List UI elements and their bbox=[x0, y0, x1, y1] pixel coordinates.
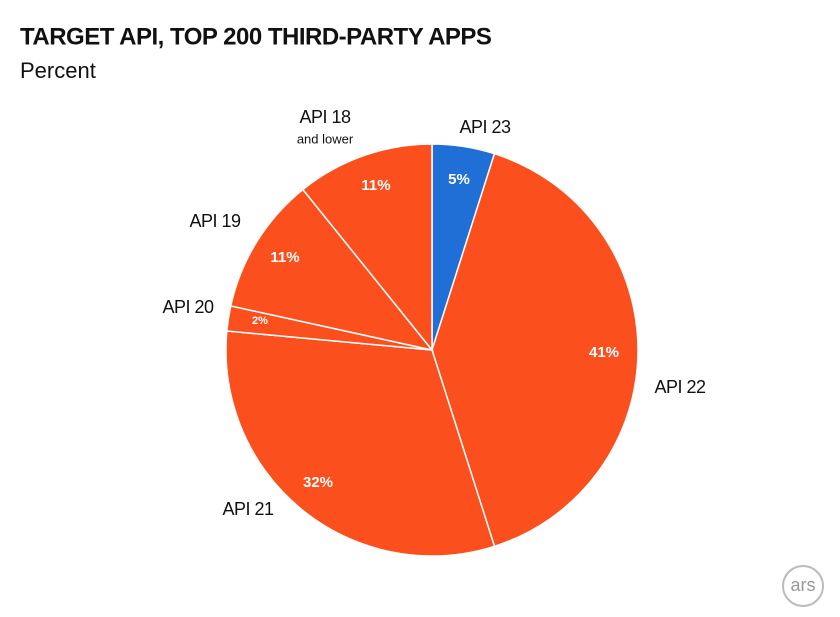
value-label: 5% bbox=[448, 171, 470, 188]
category-label: API 21 bbox=[222, 499, 274, 519]
value-label: 11% bbox=[270, 249, 299, 266]
pie-slice bbox=[431, 152, 639, 548]
category-label: API 20 bbox=[162, 297, 214, 317]
category-label: API 19 bbox=[189, 211, 241, 231]
value-label: 41% bbox=[589, 344, 619, 361]
value-label: 11% bbox=[361, 177, 390, 194]
value-label: 32% bbox=[303, 474, 333, 491]
category-label: API 18 bbox=[299, 107, 351, 127]
pie-slice bbox=[301, 143, 433, 353]
value-label: 2% bbox=[252, 315, 268, 327]
category-label: API 22 bbox=[654, 377, 706, 397]
chart-title: TARGET API, TOP 200 THIRD-PARTY APPS bbox=[20, 23, 492, 50]
logo: ars bbox=[790, 575, 815, 595]
pie-slice bbox=[229, 188, 434, 352]
logo-ring bbox=[782, 565, 824, 607]
pie-slice bbox=[225, 330, 496, 557]
category-label: API 23 bbox=[459, 117, 511, 137]
annotation: and lower bbox=[297, 131, 354, 146]
chart-subtitle: Percent bbox=[20, 58, 96, 83]
